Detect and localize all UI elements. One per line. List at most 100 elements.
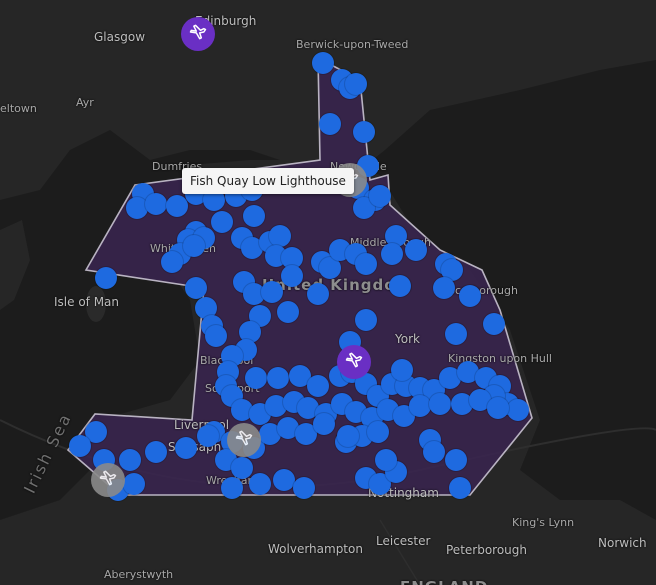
location-marker[interactable]	[231, 457, 253, 479]
location-marker[interactable]	[297, 397, 319, 419]
location-marker[interactable]	[126, 197, 148, 219]
location-marker[interactable]	[353, 121, 375, 143]
location-marker[interactable]	[277, 301, 299, 323]
location-marker[interactable]	[249, 473, 271, 495]
location-marker[interactable]	[185, 277, 207, 299]
location-marker[interactable]	[261, 281, 283, 303]
place-label-norwich: Norwich	[598, 536, 647, 550]
location-marker[interactable]	[319, 257, 341, 279]
location-marker[interactable]	[445, 323, 467, 345]
location-marker[interactable]	[273, 469, 295, 491]
location-marker[interactable]	[375, 449, 397, 471]
location-marker[interactable]	[293, 477, 315, 499]
location-marker[interactable]	[221, 477, 243, 499]
location-marker[interactable]	[345, 73, 367, 95]
location-marker[interactable]	[385, 225, 407, 247]
location-marker[interactable]	[245, 367, 267, 389]
location-marker[interactable]	[259, 423, 281, 445]
airport-marker[interactable]	[181, 17, 215, 51]
location-marker[interactable]	[433, 277, 455, 299]
location-marker[interactable]	[175, 437, 197, 459]
location-marker[interactable]	[166, 195, 188, 217]
location-marker[interactable]	[381, 243, 403, 265]
location-marker[interactable]	[441, 259, 463, 281]
location-marker[interactable]	[312, 52, 334, 74]
location-marker[interactable]	[239, 321, 261, 343]
location-marker[interactable]	[267, 367, 289, 389]
location-marker[interactable]	[439, 367, 461, 389]
place-label-york: York	[395, 332, 420, 346]
location-marker[interactable]	[469, 389, 491, 411]
location-marker[interactable]	[145, 193, 167, 215]
marker-tooltip: Fish Quay Low Lighthouse	[182, 168, 354, 194]
location-marker[interactable]	[203, 189, 225, 211]
location-marker[interactable]	[307, 375, 329, 397]
place-label-kingston-upon-hull: Kingston upon Hull	[448, 352, 552, 365]
location-marker[interactable]	[355, 253, 377, 275]
airport-marker[interactable]	[337, 345, 371, 379]
location-marker[interactable]	[307, 283, 329, 305]
location-marker[interactable]	[483, 313, 505, 335]
place-label-ayr: Ayr	[76, 96, 94, 109]
location-marker[interactable]	[451, 393, 473, 415]
location-marker[interactable]	[353, 197, 375, 219]
location-marker[interactable]	[195, 297, 217, 319]
location-marker[interactable]	[459, 285, 481, 307]
location-marker[interactable]	[243, 205, 265, 227]
location-marker[interactable]	[281, 247, 303, 269]
location-marker[interactable]	[409, 395, 431, 417]
location-marker[interactable]	[145, 441, 167, 463]
location-marker[interactable]	[119, 449, 141, 471]
location-marker[interactable]	[211, 211, 233, 233]
location-marker[interactable]	[85, 421, 107, 443]
place-label-england: ENGLAND	[400, 578, 488, 585]
location-marker[interactable]	[205, 325, 227, 347]
location-marker[interactable]	[265, 395, 287, 417]
location-marker[interactable]	[391, 359, 413, 381]
location-marker[interactable]	[369, 185, 391, 207]
location-marker[interactable]	[449, 477, 471, 499]
airplane-icon	[234, 428, 254, 452]
location-marker[interactable]	[269, 225, 291, 247]
location-marker[interactable]	[123, 473, 145, 495]
place-label-glasgow: Glasgow	[94, 30, 146, 44]
location-marker[interactable]	[429, 393, 451, 415]
place-label-isle-of-man: Isle of Man	[54, 295, 120, 309]
location-marker[interactable]	[231, 399, 253, 421]
location-marker[interactable]	[161, 251, 183, 273]
location-marker[interactable]	[337, 425, 359, 447]
airport-marker[interactable]	[227, 423, 261, 457]
location-marker[interactable]	[295, 423, 317, 445]
location-marker[interactable]	[241, 237, 263, 259]
place-label-leicester: Leicester	[376, 534, 431, 548]
location-marker[interactable]	[507, 399, 529, 421]
location-marker[interactable]	[389, 275, 411, 297]
location-marker[interactable]	[369, 473, 391, 495]
place-label-peterborough: Peterborough	[446, 543, 528, 557]
location-marker[interactable]	[355, 309, 377, 331]
location-marker[interactable]	[183, 235, 205, 257]
place-label-aberystwyth: Aberystwyth	[104, 568, 174, 581]
location-marker[interactable]	[367, 421, 389, 443]
location-marker[interactable]	[95, 267, 117, 289]
place-label-berwick-upon-tweed: Berwick-upon-Tweed	[296, 38, 409, 51]
place-label-king-s-lynn: King's Lynn	[512, 516, 575, 529]
location-marker[interactable]	[487, 397, 509, 419]
location-marker[interactable]	[445, 449, 467, 471]
location-marker[interactable]	[457, 361, 479, 383]
place-label-eltown: eltown	[0, 102, 37, 115]
location-marker[interactable]	[277, 417, 299, 439]
place-label-wolverhampton: Wolverhampton	[268, 542, 363, 556]
location-marker[interactable]	[197, 425, 219, 447]
location-marker[interactable]	[281, 265, 303, 287]
location-marker[interactable]	[319, 113, 341, 135]
airport-marker[interactable]	[91, 463, 125, 497]
location-marker[interactable]	[69, 435, 91, 457]
location-marker[interactable]	[243, 283, 265, 305]
location-marker[interactable]	[405, 239, 427, 261]
location-marker[interactable]	[289, 365, 311, 387]
location-marker[interactable]	[313, 413, 335, 435]
airplane-icon	[188, 22, 208, 46]
location-marker[interactable]	[423, 441, 445, 463]
